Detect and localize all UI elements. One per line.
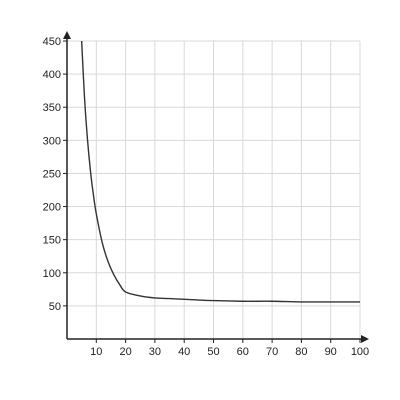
y-tick-label: 50 <box>49 301 61 313</box>
series-line <box>80 40 360 303</box>
x-tick-label: 70 <box>266 346 278 358</box>
x-tick-label: 40 <box>178 346 190 358</box>
series <box>80 40 360 303</box>
y-tick-label: 300 <box>43 135 61 147</box>
x-tick-label: 20 <box>119 346 131 358</box>
y-tick-label: 100 <box>43 268 61 280</box>
axes <box>63 31 369 343</box>
y-tick-label: 250 <box>43 168 61 180</box>
y-tick-label: 450 <box>43 36 61 48</box>
y-tick-label: 400 <box>43 69 61 81</box>
grid <box>67 40 361 339</box>
ticks: 10 20 30 40 50 60 70 80 90 100 50 100 150 200 250 300 35… <box>43 36 370 358</box>
y-tick-label: 150 <box>43 235 61 247</box>
y-tick-label: 200 <box>43 202 61 214</box>
x-tick-label: 80 <box>295 346 307 358</box>
x-tick-label: 30 <box>149 346 161 358</box>
x-tick-label: 10 <box>90 346 102 358</box>
x-tick-label: 60 <box>237 346 249 358</box>
y-tick-label: 350 <box>43 102 61 114</box>
x-tick-label: 50 <box>207 346 219 358</box>
y-axis-arrow-icon <box>63 31 71 39</box>
x-tick-label: 100 <box>351 346 369 358</box>
x-tick-label: 90 <box>325 346 337 358</box>
x-axis-arrow-icon <box>361 335 369 343</box>
